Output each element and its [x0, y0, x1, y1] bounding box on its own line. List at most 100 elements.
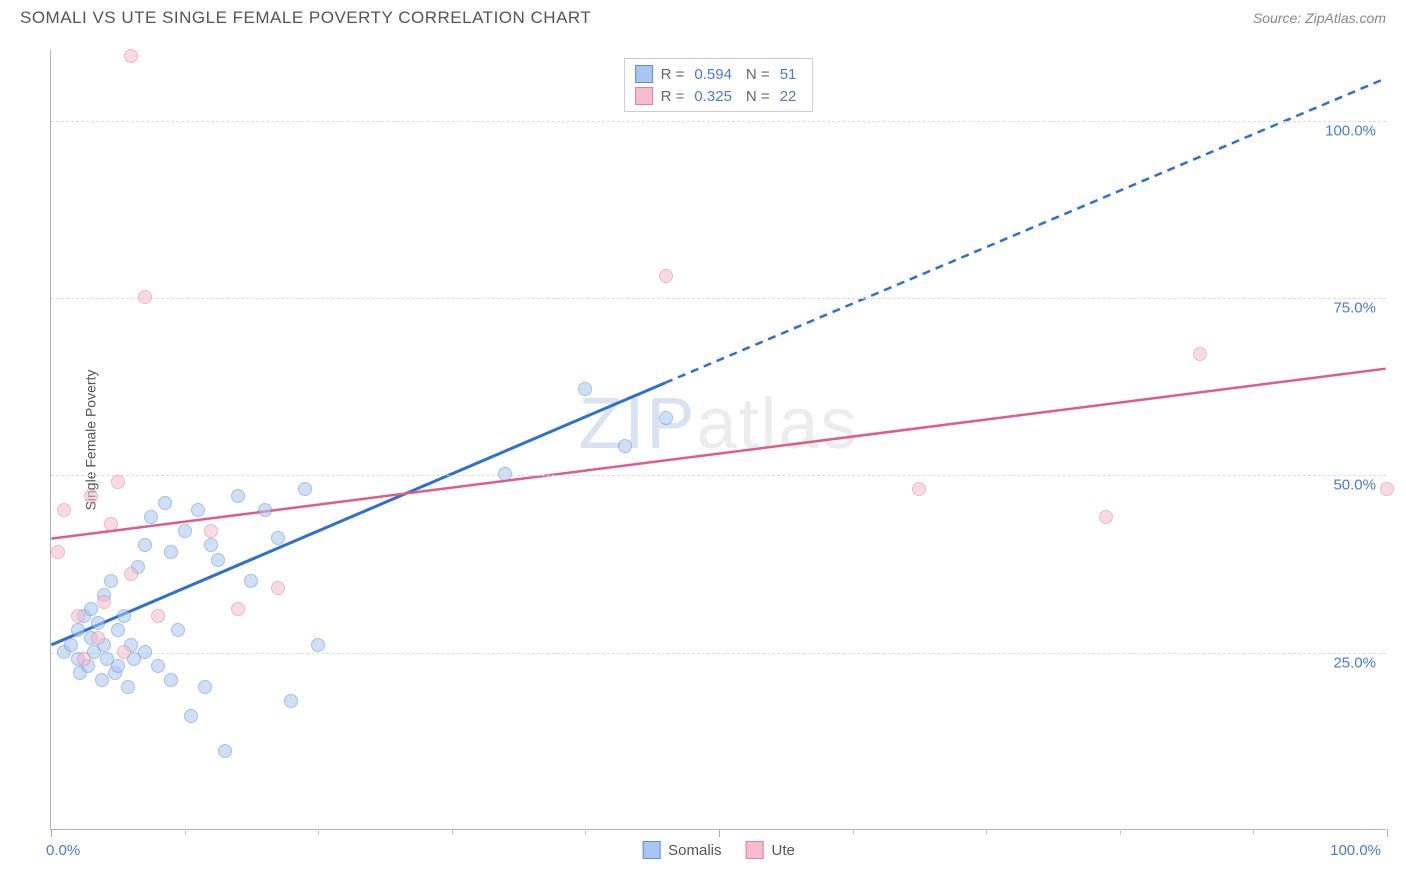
data-point: [51, 545, 65, 559]
data-point: [95, 673, 109, 687]
data-point: [244, 574, 258, 588]
data-point: [138, 645, 152, 659]
header: SOMALI VS UTE SINGLE FEMALE POVERTY CORR…: [0, 0, 1406, 34]
x-tick-major: [719, 829, 720, 837]
legend-bottom-label: Somalis: [668, 842, 721, 859]
data-point: [211, 553, 225, 567]
data-point: [618, 439, 632, 453]
data-point: [198, 680, 212, 694]
data-point: [117, 645, 131, 659]
x-tick-minor: [452, 829, 453, 835]
regression-line: [51, 369, 1385, 539]
data-point: [191, 503, 205, 517]
x-tick-major: [1387, 829, 1388, 837]
data-point: [659, 411, 673, 425]
regression-line-dashed: [665, 78, 1386, 383]
gridline: [51, 298, 1386, 299]
legend-n-label: N =: [746, 66, 770, 83]
data-point: [258, 503, 272, 517]
x-tick-minor: [853, 829, 854, 835]
plot-container: Single Female Poverty ZIPatlas R =0.594N…: [50, 50, 1386, 830]
legend-bottom-item: Ute: [746, 841, 795, 859]
data-point: [271, 531, 285, 545]
data-point: [84, 489, 98, 503]
y-tick-label: 50.0%: [1333, 477, 1376, 494]
gridline: [51, 121, 1386, 122]
legend-n-value: 22: [780, 88, 797, 105]
legend-swatch: [746, 841, 764, 859]
data-point: [311, 638, 325, 652]
data-point: [151, 609, 165, 623]
gridline: [51, 653, 1386, 654]
legend-bottom-label: Ute: [772, 842, 795, 859]
data-point: [298, 482, 312, 496]
data-point: [178, 524, 192, 538]
watermark-atlas: atlas: [696, 384, 858, 464]
legend-r-label: R =: [661, 88, 685, 105]
x-axis-min-label: 0.0%: [46, 842, 80, 859]
regression-lines: [51, 50, 1386, 829]
data-point: [91, 631, 105, 645]
watermark-zip: ZIP: [578, 384, 696, 464]
x-tick-minor: [185, 829, 186, 835]
x-tick-minor: [1120, 829, 1121, 835]
legend-r-value: 0.325: [694, 88, 732, 105]
data-point: [912, 482, 926, 496]
x-tick-minor: [1253, 829, 1254, 835]
data-point: [171, 623, 185, 637]
data-point: [138, 538, 152, 552]
data-point: [231, 602, 245, 616]
x-tick-major: [51, 829, 52, 837]
data-point: [124, 567, 138, 581]
plot-area: ZIPatlas R =0.594N =51R =0.325N =22 0.0%…: [50, 50, 1386, 830]
legend-row: R = 0.594 N = 51: [635, 63, 803, 85]
data-point: [144, 510, 158, 524]
data-point: [121, 680, 135, 694]
y-tick-label: 75.0%: [1333, 300, 1376, 317]
data-point: [231, 489, 245, 503]
data-point: [111, 659, 125, 673]
data-point: [84, 602, 98, 616]
data-point: [111, 623, 125, 637]
data-point: [1193, 347, 1207, 361]
data-point: [77, 652, 91, 666]
data-point: [104, 574, 118, 588]
data-point: [158, 496, 172, 510]
data-point: [164, 673, 178, 687]
watermark: ZIPatlas: [578, 383, 858, 465]
data-point: [271, 581, 285, 595]
data-point: [218, 744, 232, 758]
legend-r-value: 0.594: [694, 66, 732, 83]
data-point: [91, 616, 105, 630]
x-tick-minor: [986, 829, 987, 835]
data-point: [1099, 510, 1113, 524]
data-point: [151, 659, 165, 673]
x-tick-minor: [585, 829, 586, 835]
data-point: [578, 382, 592, 396]
legend-n-value: 51: [780, 66, 797, 83]
data-point: [204, 538, 218, 552]
data-point: [164, 545, 178, 559]
legend-top: R = 0.594 N = 51 R = 0.325 N = 22: [624, 58, 814, 112]
data-point: [498, 467, 512, 481]
data-point: [124, 49, 138, 63]
legend-bottom: Somalis Ute: [642, 841, 795, 859]
x-axis-max-label: 100.0%: [1330, 842, 1381, 859]
legend-r-label: R =: [661, 66, 685, 83]
x-tick-minor: [318, 829, 319, 835]
data-point: [184, 709, 198, 723]
legend-n-label: N =: [746, 88, 770, 105]
legend-bottom-item: Somalis: [642, 841, 721, 859]
data-point: [204, 524, 218, 538]
data-point: [117, 609, 131, 623]
data-point: [111, 475, 125, 489]
legend-swatch: [635, 87, 653, 105]
legend-swatch: [642, 841, 660, 859]
data-point: [71, 623, 85, 637]
legend-row: R = 0.325 N = 22: [635, 85, 803, 107]
data-point: [104, 517, 118, 531]
data-point: [97, 595, 111, 609]
data-point: [1380, 482, 1394, 496]
legend-swatch: [635, 65, 653, 83]
regression-line: [51, 383, 665, 645]
